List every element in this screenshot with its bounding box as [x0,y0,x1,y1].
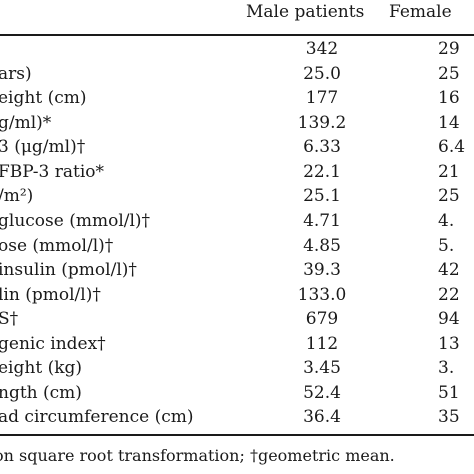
column-header-male: Male patients [246,2,365,22]
row-label: ad circumference (cm) [0,407,194,427]
row-label: /m²) [0,186,34,206]
male-value: 133.0 [297,285,347,305]
male-value: 39.3 [303,260,341,280]
row-label: genic index† [0,334,106,354]
table-top-rule [0,34,474,36]
female-value: 21 [438,162,460,182]
male-value: 36.4 [303,407,341,427]
male-value: 25.0 [303,64,341,84]
female-value: 25 [438,186,460,206]
female-value: 6.4 [438,137,466,157]
female-value: 94 [438,309,460,329]
female-value: 25 [438,64,460,84]
female-value: 5. [438,236,455,256]
row-label: eight (kg) [0,358,83,378]
table-footnote: on square root transformation; †geometri… [0,446,395,465]
male-value: 139.2 [297,113,347,133]
row-label: glucose (mmol/l)† [0,211,151,231]
male-value: 52.4 [303,383,341,403]
row-label: lin (pmol/l)† [0,285,101,305]
female-value: 14 [438,113,460,133]
row-label: eight (cm) [0,88,87,108]
female-value: 4. [438,211,455,231]
female-value: 35 [438,407,460,427]
male-value: 4.85 [303,236,341,256]
female-value: 51 [438,383,460,403]
male-value: 177 [305,88,339,108]
male-value: 679 [305,309,339,329]
row-label: insulin (pmol/l)† [0,260,137,280]
female-value: 13 [438,334,460,354]
male-value: 25.1 [303,186,341,206]
female-value: 42 [438,260,460,280]
male-value: 3.45 [303,358,341,378]
column-header-female: Female [389,2,452,22]
row-label: 3 (μg/ml)† [0,137,86,157]
male-value: 22.1 [303,162,341,182]
female-value: 29 [438,39,460,59]
male-value: 6.33 [303,137,341,157]
female-value: 3. [438,358,455,378]
female-value: 22 [438,285,460,305]
male-value: 112 [305,334,339,354]
row-label: ars) [0,64,32,84]
table-bottom-rule [0,434,474,436]
female-value: 16 [438,88,460,108]
row-label: S† [0,309,19,329]
male-value: 4.71 [303,211,341,231]
row-label: ngth (cm) [0,383,82,403]
row-label: FBP-3 ratio* [0,162,105,182]
row-label: g/ml)* [0,113,52,133]
male-value: 342 [305,39,339,59]
row-label: ose (mmol/l)† [0,236,114,256]
